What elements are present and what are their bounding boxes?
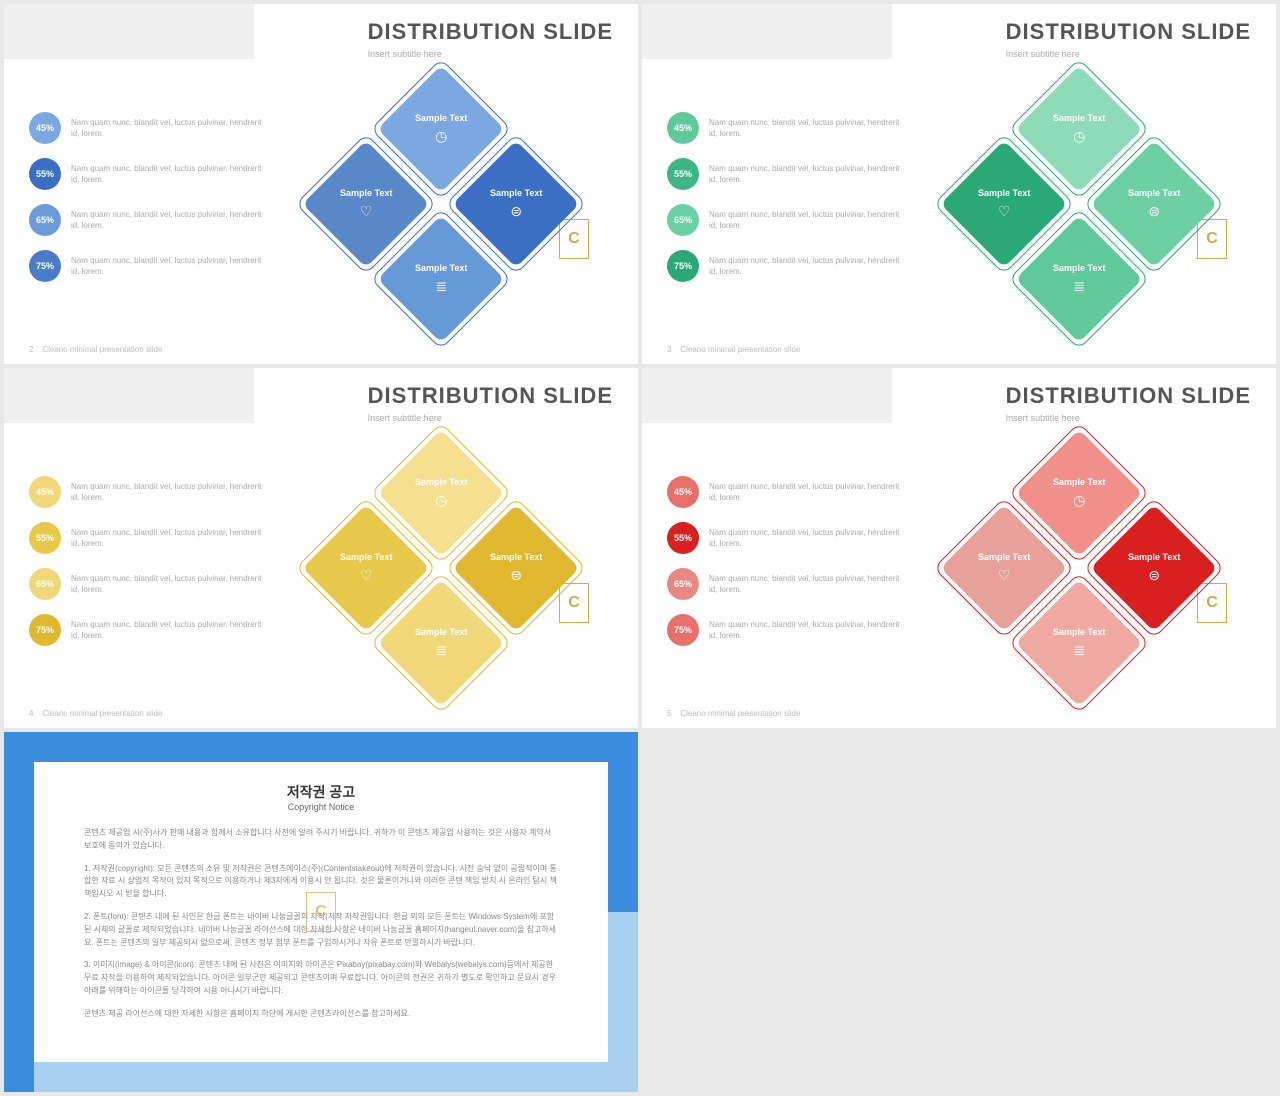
diamond-diagram: C Sample Text◷ Sample Text♡ Sample Text⊜…	[269, 64, 613, 344]
stat-text: Nam quam nunc, blandit vel, luctus pulvi…	[709, 619, 907, 641]
slide-header: DISTRIBUTION SLIDE Insert subtitle here	[368, 383, 613, 423]
stat-row: 45% Nam quam nunc, blandit vel, luctus p…	[667, 476, 907, 508]
stat-text: Nam quam nunc, blandit vel, luctus pulvi…	[709, 255, 907, 277]
stat-circle: 45%	[667, 112, 699, 144]
header-bar	[642, 368, 892, 423]
stat-row: 65% Nam quam nunc, blandit vel, luctus p…	[29, 568, 269, 600]
stat-circle: 65%	[29, 568, 61, 600]
stat-circle: 75%	[667, 250, 699, 282]
stats-list: 45% Nam quam nunc, blandit vel, luctus p…	[667, 476, 907, 660]
stat-row: 55% Nam quam nunc, blandit vel, luctus p…	[667, 522, 907, 554]
stat-row: 75% Nam quam nunc, blandit vel, luctus p…	[667, 614, 907, 646]
copyright-slide: 저작권 공고 Copyright Notice 콘텐츠 제공업 시(주)사가 판…	[4, 732, 638, 1092]
stat-text: Nam quam nunc, blandit vel, luctus pulvi…	[71, 209, 269, 231]
slide-title: DISTRIBUTION SLIDE	[368, 383, 613, 409]
copyright-text: 콘텐츠 제공업 시(주)사가 판매 내용과 함께서 소유합니다 사전에 알려 주…	[84, 827, 558, 853]
stat-circle: 55%	[29, 522, 61, 554]
stat-circle: 65%	[667, 204, 699, 236]
border-right-bottom	[608, 912, 638, 1092]
stat-row: 55% Nam quam nunc, blandit vel, luctus p…	[29, 158, 269, 190]
stat-text: Nam quam nunc, blandit vel, luctus pulvi…	[71, 619, 269, 641]
stat-text: Nam quam nunc, blandit vel, luctus pulvi…	[71, 481, 269, 503]
stats-list: 45% Nam quam nunc, blandit vel, luctus p…	[29, 476, 269, 660]
distribution-slide: DISTRIBUTION SLIDE Insert subtitle here …	[642, 4, 1276, 364]
stat-row: 45% Nam quam nunc, blandit vel, luctus p…	[29, 476, 269, 508]
slide-title: DISTRIBUTION SLIDE	[368, 19, 613, 45]
stat-text: Nam quam nunc, blandit vel, luctus pulvi…	[709, 209, 907, 231]
copyright-text: 콘텐츠 제공 라이선스에 대한 자세한 사항은 홈페이지 하단에 게시한 콘텐츠…	[84, 1008, 558, 1021]
border-left	[4, 732, 34, 1092]
header-bar	[4, 368, 254, 423]
stat-text: Nam quam nunc, blandit vel, luctus pulvi…	[71, 527, 269, 549]
slide-header: DISTRIBUTION SLIDE Insert subtitle here	[1006, 19, 1251, 59]
stat-row: 45% Nam quam nunc, blandit vel, luctus p…	[29, 112, 269, 144]
stat-circle: 75%	[667, 614, 699, 646]
copyright-title: 저작권 공고	[84, 782, 558, 802]
diamond-diagram: C Sample Text◷ Sample Text♡ Sample Text⊜…	[269, 428, 613, 708]
stat-text: Nam quam nunc, blandit vel, luctus pulvi…	[709, 527, 907, 549]
slide-footer: 4 Cleano minimal presentation slide	[29, 709, 162, 718]
stat-row: 55% Nam quam nunc, blandit vel, luctus p…	[29, 522, 269, 554]
stat-row: 65% Nam quam nunc, blandit vel, luctus p…	[667, 568, 907, 600]
stat-row: 65% Nam quam nunc, blandit vel, luctus p…	[29, 204, 269, 236]
logo-badge: C	[306, 892, 336, 932]
stat-circle: 65%	[667, 568, 699, 600]
stat-text: Nam quam nunc, blandit vel, luctus pulvi…	[71, 163, 269, 185]
slide-header: DISTRIBUTION SLIDE Insert subtitle here	[1006, 383, 1251, 423]
slide-header: DISTRIBUTION SLIDE Insert subtitle here	[368, 19, 613, 59]
border-top	[4, 732, 638, 762]
border-right-top	[608, 732, 638, 912]
diamond-diagram: C Sample Text◷ Sample Text♡ Sample Text⊜…	[907, 428, 1251, 708]
stat-circle: 45%	[29, 476, 61, 508]
stat-circle: 75%	[29, 250, 61, 282]
copyright-subtitle: Copyright Notice	[84, 802, 558, 812]
distribution-slide: DISTRIBUTION SLIDE Insert subtitle here …	[4, 4, 638, 364]
stat-text: Nam quam nunc, blandit vel, luctus pulvi…	[709, 163, 907, 185]
stats-list: 45% Nam quam nunc, blandit vel, luctus p…	[667, 112, 907, 296]
stat-row: 55% Nam quam nunc, blandit vel, luctus p…	[667, 158, 907, 190]
stat-text: Nam quam nunc, blandit vel, luctus pulvi…	[709, 117, 907, 139]
copyright-text: 3. 이미지(image) & 아이콘(icon): 콘텐츠 내에 된 사진은 …	[84, 959, 558, 997]
stat-circle: 55%	[667, 158, 699, 190]
slide-subtitle: Insert subtitle here	[1006, 49, 1251, 59]
slide-subtitle: Insert subtitle here	[368, 413, 613, 423]
border-bottom	[4, 1062, 638, 1092]
distribution-slide: DISTRIBUTION SLIDE Insert subtitle here …	[4, 368, 638, 728]
stat-circle: 55%	[667, 522, 699, 554]
slide-title: DISTRIBUTION SLIDE	[1006, 383, 1251, 409]
stat-row: 75% Nam quam nunc, blandit vel, luctus p…	[29, 250, 269, 282]
stat-row: 65% Nam quam nunc, blandit vel, luctus p…	[667, 204, 907, 236]
copyright-content: 저작권 공고 Copyright Notice 콘텐츠 제공업 시(주)사가 판…	[54, 772, 588, 1052]
stat-row: 45% Nam quam nunc, blandit vel, luctus p…	[667, 112, 907, 144]
diamond-diagram: C Sample Text◷ Sample Text♡ Sample Text⊜…	[907, 64, 1251, 344]
slide-footer: 2 Cleano minimal presentation slide	[29, 345, 162, 354]
stat-circle: 45%	[667, 476, 699, 508]
slide-title: DISTRIBUTION SLIDE	[1006, 19, 1251, 45]
distribution-slide: DISTRIBUTION SLIDE Insert subtitle here …	[642, 368, 1276, 728]
stat-row: 75% Nam quam nunc, blandit vel, luctus p…	[29, 614, 269, 646]
header-bar	[4, 4, 254, 59]
stat-circle: 55%	[29, 158, 61, 190]
stat-circle: 45%	[29, 112, 61, 144]
slide-subtitle: Insert subtitle here	[368, 49, 613, 59]
header-bar	[642, 4, 892, 59]
stat-text: Nam quam nunc, blandit vel, luctus pulvi…	[71, 117, 269, 139]
slide-footer: 3 Cleano minimal presentation slide	[667, 345, 800, 354]
stats-list: 45% Nam quam nunc, blandit vel, luctus p…	[29, 112, 269, 296]
stat-circle: 65%	[29, 204, 61, 236]
stat-row: 75% Nam quam nunc, blandit vel, luctus p…	[667, 250, 907, 282]
stat-text: Nam quam nunc, blandit vel, luctus pulvi…	[709, 573, 907, 595]
stat-text: Nam quam nunc, blandit vel, luctus pulvi…	[71, 255, 269, 277]
slide-footer: 5 Cleano minimal presentation slide	[667, 709, 800, 718]
slide-subtitle: Insert subtitle here	[1006, 413, 1251, 423]
stat-text: Nam quam nunc, blandit vel, luctus pulvi…	[71, 573, 269, 595]
empty-cell	[642, 732, 1276, 1092]
stat-circle: 75%	[29, 614, 61, 646]
stat-text: Nam quam nunc, blandit vel, luctus pulvi…	[709, 481, 907, 503]
